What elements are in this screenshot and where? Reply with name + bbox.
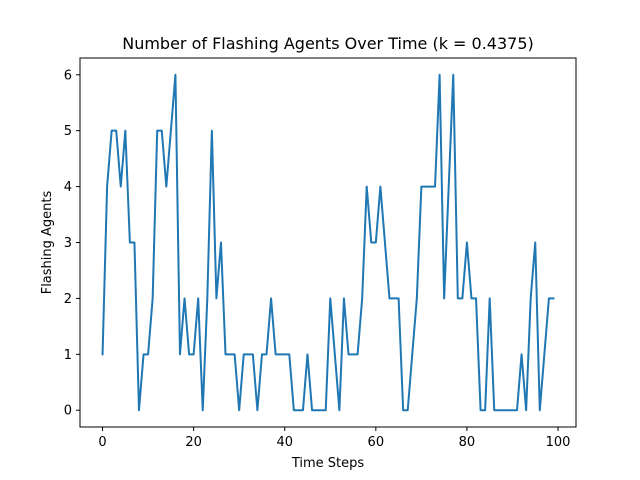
- y-tick-label: 2: [64, 292, 72, 307]
- y-tick-label: 0: [64, 404, 72, 419]
- x-tick-label: 60: [368, 435, 385, 450]
- y-tick-label: 5: [64, 124, 72, 139]
- chart-title: Number of Flashing Agents Over Time (k =…: [122, 34, 534, 53]
- x-tick-label: 20: [185, 435, 202, 450]
- y-tick-label: 3: [64, 236, 72, 251]
- y-tick-label: 4: [64, 180, 72, 195]
- y-tick-label: 1: [64, 348, 72, 363]
- x-tick-label: 100: [546, 435, 571, 450]
- x-tick-label: 80: [459, 435, 476, 450]
- series-line-0: [101, 73, 555, 412]
- x-tick-label: 0: [98, 435, 106, 450]
- y-axis-label: Flashing Agents: [40, 190, 55, 294]
- x-axis: 0 20 40 60 80 100: [98, 427, 570, 450]
- y-tick-label: 6: [64, 68, 72, 83]
- y-axis: 0 1 2 3 4 5 6: [64, 68, 80, 419]
- plot-area: [101, 73, 555, 412]
- x-tick-label: 40: [276, 435, 293, 450]
- x-axis-label: Time Steps: [291, 456, 365, 471]
